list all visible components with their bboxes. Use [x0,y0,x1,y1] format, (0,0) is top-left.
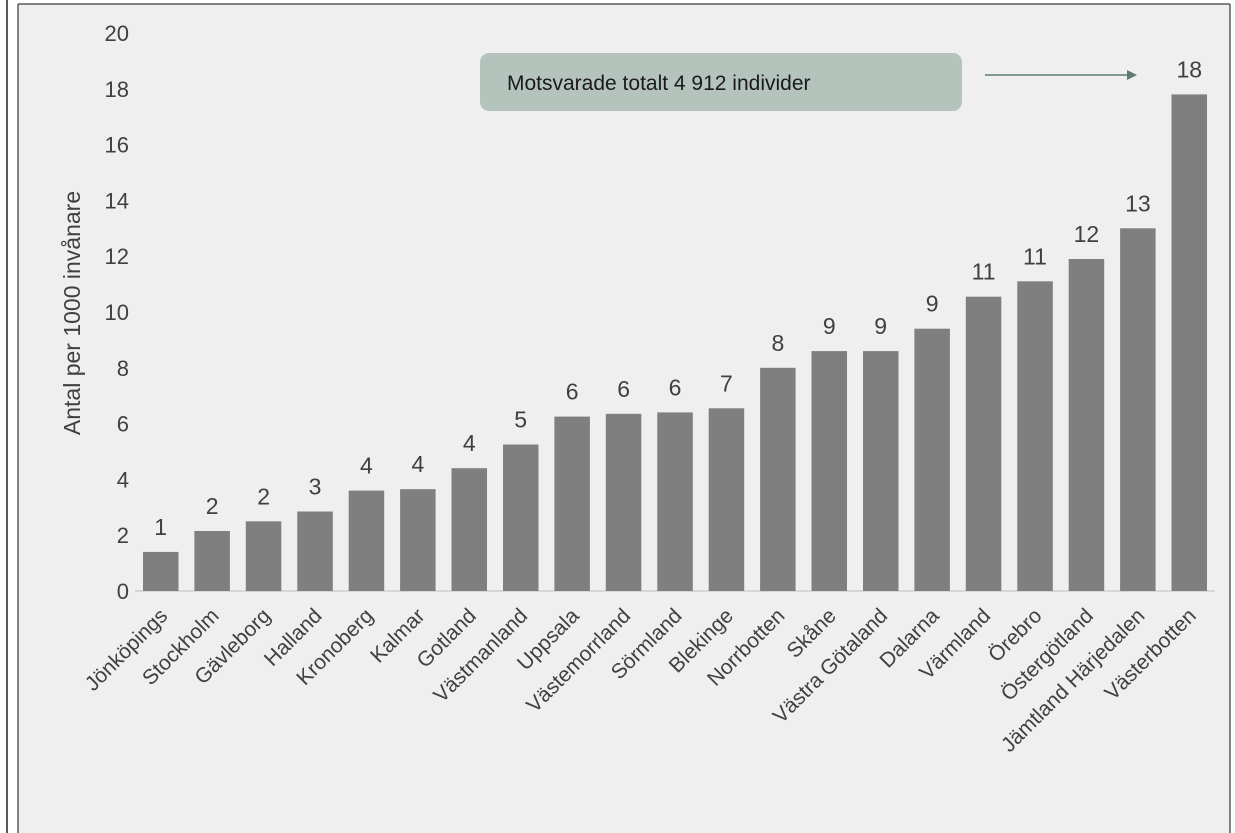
bar [143,551,179,591]
data-label: 9 [823,313,836,339]
data-label: 6 [617,376,630,402]
y-tick-label: 18 [105,77,129,102]
bar [965,296,1002,591]
bar [1017,281,1053,591]
data-label: 2 [257,483,270,509]
y-tick-label: 16 [105,133,129,158]
callout-box [480,53,962,111]
data-label: 9 [926,291,939,317]
y-tick-label: 12 [105,244,129,269]
data-label: 13 [1125,190,1151,216]
data-label: 6 [669,374,682,400]
bar [914,328,950,591]
data-label: 4 [360,453,373,479]
data-label: 8 [772,330,785,356]
data-label: 6 [566,379,579,405]
data-label: 4 [412,451,425,477]
bar [1068,259,1105,591]
bar [297,511,333,591]
bar [863,351,899,591]
bar [657,412,693,591]
callout-text: Motsvarade totalt 4 912 individer [507,72,811,95]
callout: Motsvarade totalt 4 912 individer [480,53,1137,111]
data-label: 3 [309,474,322,500]
data-label: 11 [1023,243,1047,269]
bar [503,444,539,591]
y-tick-label: 6 [117,412,129,437]
bars [143,94,1207,592]
data-label: 1 [154,514,167,540]
bar [760,367,796,591]
bar [1171,94,1207,592]
data-label: 9 [874,313,887,339]
data-label: 18 [1177,56,1203,82]
y-tick-label: 8 [117,356,129,381]
y-tick-label: 20 [105,21,129,46]
y-tick-label: 0 [117,579,129,604]
data-label: 5 [514,407,527,433]
data-label: 2 [206,493,219,519]
bar [708,408,745,591]
data-label: 7 [720,370,733,396]
y-axis-title: Antal per 1000 invånare [59,191,85,435]
bar [811,351,847,591]
y-axis: 0 2 4 6 8 10 12 14 16 18 20 [105,21,129,604]
bar [245,521,282,592]
data-label: 4 [463,430,476,456]
data-label: 11 [972,259,996,285]
bar [194,531,230,591]
bar [451,468,487,591]
bar [400,489,436,591]
bar [554,416,590,591]
bar [1120,228,1156,592]
y-tick-label: 10 [105,300,129,325]
y-tick-label: 2 [117,523,129,548]
y-tick-label: 4 [117,467,129,492]
data-label: 12 [1074,221,1100,247]
bar [348,490,385,591]
bar [605,413,642,591]
y-tick-label: 14 [105,188,129,213]
